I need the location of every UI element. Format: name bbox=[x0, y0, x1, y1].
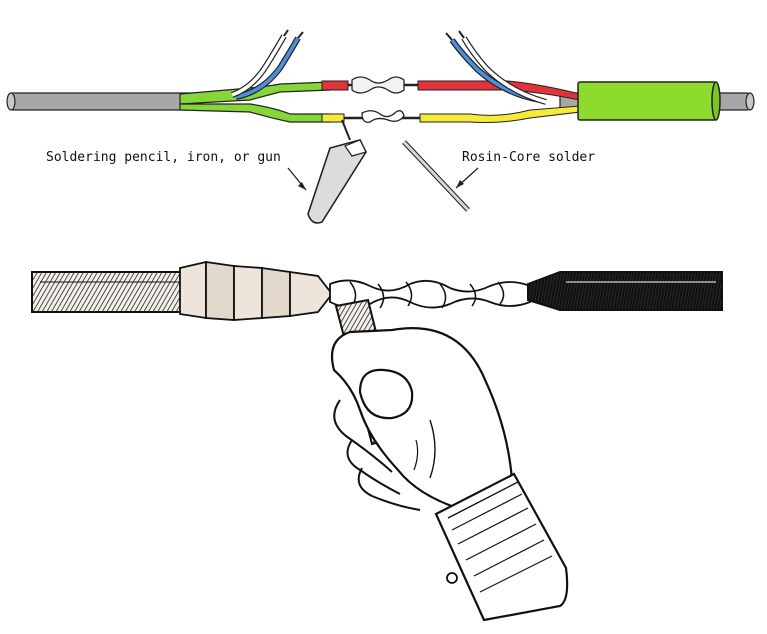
left-hatched-cable bbox=[31, 271, 187, 313]
right-black-cable bbox=[527, 271, 723, 311]
tape-wraps bbox=[179, 260, 334, 321]
left-cable bbox=[6, 92, 203, 111]
sleeve-cuff bbox=[434, 472, 569, 622]
left-conductors bbox=[179, 29, 349, 123]
right-conductors bbox=[417, 30, 581, 123]
heat-shrink-sleeve bbox=[577, 81, 721, 121]
wire-splice-diagram: Soldering pencil, iron, or gun Rosin-Cor… bbox=[6, 29, 755, 224]
soldering-tool-label: Soldering pencil, iron, or gun bbox=[46, 150, 281, 165]
solder-label: Rosin-Core solder bbox=[462, 150, 595, 165]
hand bbox=[330, 327, 514, 514]
twisted-splice-upper bbox=[348, 76, 418, 94]
solder-rod bbox=[402, 140, 470, 212]
arrow-to-soldering-tool-icon bbox=[287, 167, 307, 191]
soldering-pencil bbox=[307, 119, 367, 224]
arrow-to-solder-icon bbox=[455, 167, 479, 189]
hand-soldering-illustration bbox=[31, 260, 723, 622]
twisted-splice-lower bbox=[344, 110, 420, 123]
cuff-button-icon bbox=[446, 572, 458, 584]
